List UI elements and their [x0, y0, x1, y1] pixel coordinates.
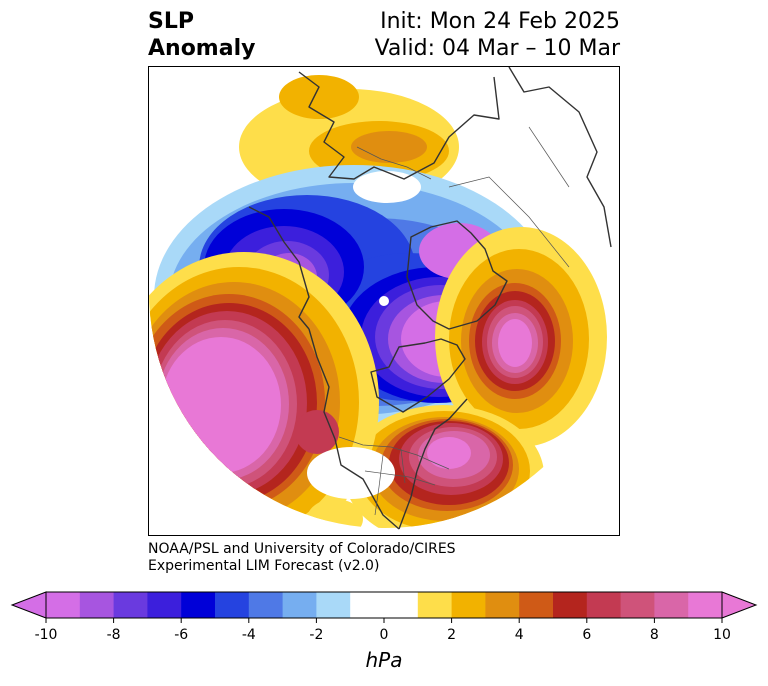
colorbar — [10, 591, 758, 623]
colorbar-tick-label: 6 — [582, 627, 592, 643]
colorbar-swatch — [654, 592, 689, 618]
colorbar-swatch — [282, 592, 317, 618]
colorbar-swatch — [586, 592, 622, 618]
credit-line-1: NOAA/PSL and University of Colorado/CIRE… — [148, 541, 456, 557]
colorbar-swatch — [181, 592, 216, 618]
title-line-2: Anomaly — [148, 36, 256, 61]
colorbar-swatch — [79, 592, 115, 618]
title-line-1: SLP — [148, 9, 194, 34]
colorbar-swatch — [384, 592, 419, 618]
colorbar-swatch — [417, 592, 453, 618]
anomaly-neutral-patches — [307, 171, 421, 528]
colorbar-swatch — [451, 592, 486, 618]
colorbar-swatch — [46, 592, 81, 618]
forecast-dates: Init: Mon 24 Feb 2025 Valid: 04 Mar – 10… — [375, 8, 620, 62]
colorbar-units: hPa — [365, 648, 403, 672]
colorbar-tick-label: -10 — [34, 627, 58, 643]
init-date: Init: Mon 24 Feb 2025 — [380, 9, 620, 34]
anomaly-north-atlantic-high — [435, 227, 607, 447]
colorbar-tick-label: -6 — [174, 627, 189, 643]
colorbar-swatch — [113, 592, 148, 618]
anomaly-west-atlantic-high — [344, 405, 544, 528]
political-borders — [338, 126, 570, 516]
colorbar-swatch — [215, 592, 250, 618]
colorbar-extend-low — [10, 591, 47, 619]
colorbar-swatch — [316, 592, 351, 618]
colorbar-tick-label: 8 — [649, 627, 659, 643]
colorbar-swatch — [350, 592, 385, 618]
colorbar-swatch — [553, 592, 588, 618]
colorbar-swatch — [688, 592, 723, 618]
colorbar-tick-label: -4 — [241, 627, 256, 643]
colorbar-swatch — [620, 592, 655, 618]
colorbar-swatch — [519, 592, 554, 618]
colorbar-tick-label: 10 — [713, 627, 731, 643]
colorbar-swatch — [147, 592, 182, 618]
map-title: SLP Anomaly — [148, 8, 255, 62]
colorbar-extend-high — [721, 591, 758, 619]
colorbar-swatch — [248, 592, 284, 618]
colorbar-swatch — [485, 592, 520, 618]
colorbar-tick-label: 2 — [447, 627, 457, 643]
colorbar-tick-label: -8 — [106, 627, 121, 643]
coastlines — [248, 67, 612, 530]
colorbar-tick-label: 4 — [514, 627, 524, 643]
credit-line-2: Experimental LIM Forecast (v2.0) — [148, 558, 380, 574]
colorbar-tick-label: 0 — [379, 627, 389, 643]
map-panel — [148, 66, 620, 536]
anomaly-map — [149, 67, 612, 530]
colorbar-tick-label: -2 — [309, 627, 324, 643]
valid-range: Valid: 04 Mar – 10 Mar — [374, 36, 620, 61]
credit-block: NOAA/PSL and University of Colorado/CIRE… — [148, 541, 456, 575]
